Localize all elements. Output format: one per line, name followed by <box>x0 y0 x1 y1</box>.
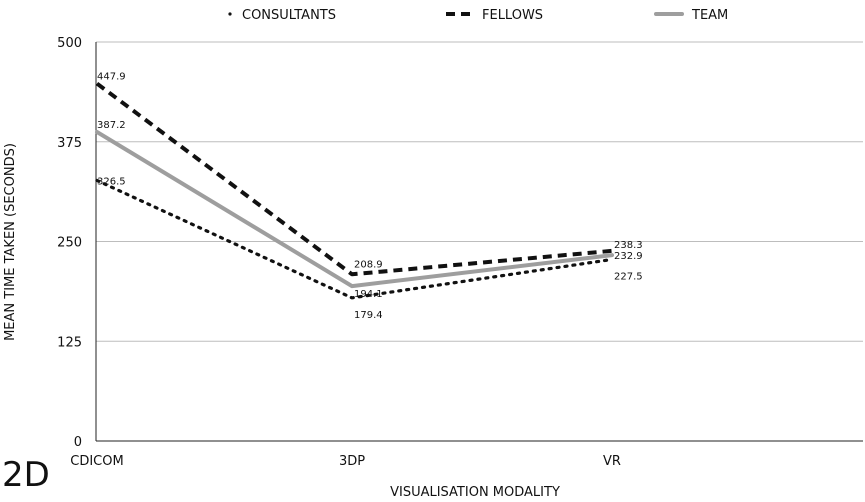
legend-swatch <box>228 12 232 16</box>
data-label: 208.9 <box>354 259 383 270</box>
data-label: 232.9 <box>614 251 643 262</box>
panel-label: 2D <box>2 455 50 495</box>
series-line-fellows <box>95 81 613 277</box>
gridlines <box>96 41 863 342</box>
legend: CONSULTANTS FELLOWS TEAM <box>228 8 728 23</box>
legend-label: TEAM <box>691 8 728 23</box>
y-tick-label: 375 <box>57 136 82 151</box>
x-axis-title: VISUALISATION MODALITY <box>390 485 560 500</box>
y-tick-labels: 0 125 250 375 500 <box>57 36 82 450</box>
data-label: 326.5 <box>97 176 126 187</box>
y-tick-label: 250 <box>57 236 82 251</box>
series-line-team <box>95 130 614 289</box>
y-axis-title: MEAN TIME TAKEN (SECONDS) <box>3 143 18 341</box>
legend-label: CONSULTANTS <box>242 8 336 23</box>
series-lines <box>95 81 614 300</box>
data-label: 179.4 <box>354 310 383 321</box>
data-label: 227.5 <box>614 271 643 282</box>
x-category-labels: CDICOM 3DP VR <box>70 454 621 469</box>
y-tick-label: 0 <box>74 435 82 450</box>
x-category-label: CDICOM <box>70 454 123 469</box>
x-category-label: VR <box>603 454 621 469</box>
axes <box>95 42 863 442</box>
legend-label: FELLOWS <box>482 8 543 23</box>
data-label: 387.2 <box>97 120 126 131</box>
series-line-consultants <box>95 178 614 300</box>
x-category-label: 3DP <box>339 454 365 469</box>
data-label: 447.9 <box>97 72 126 83</box>
data-labels: 326.5 179.4 227.5 447.9 208.9 238.3 387.2 194.1… <box>97 72 643 321</box>
y-tick-label: 500 <box>57 36 82 51</box>
data-label: 238.3 <box>614 240 643 251</box>
y-tick-label: 125 <box>57 335 82 350</box>
data-label: 194.1 <box>354 289 383 300</box>
